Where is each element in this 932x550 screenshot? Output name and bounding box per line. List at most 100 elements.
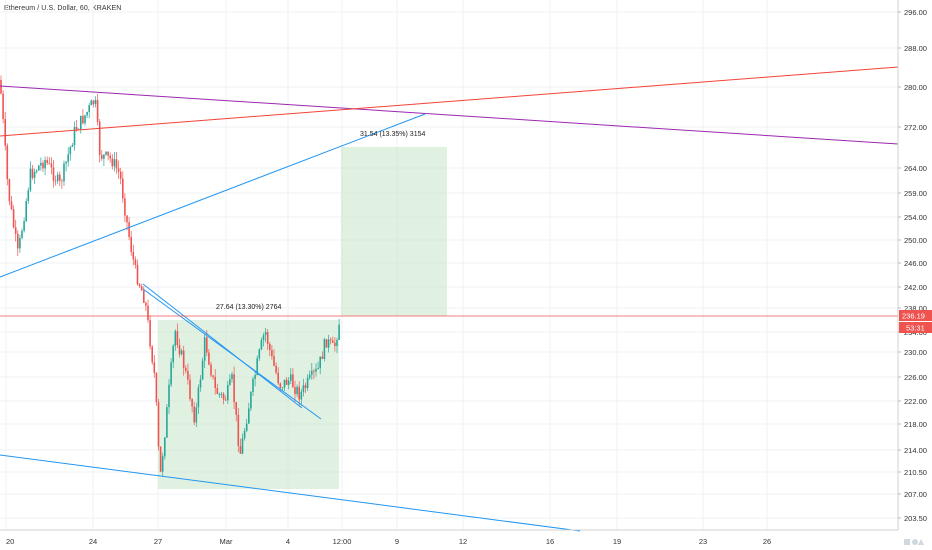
- candle-body: [75, 126, 78, 130]
- candle-body: [185, 367, 187, 371]
- x-tick-label: 20: [6, 537, 14, 546]
- trendline-purple[interactable]: [0, 85, 899, 145]
- candle-body: [212, 375, 214, 377]
- candle-body: [180, 350, 183, 355]
- candle-body: [12, 209, 15, 228]
- candle-body: [248, 408, 250, 424]
- candle-body: [245, 423, 248, 431]
- candle-body: [271, 350, 273, 357]
- time-axis[interactable]: 20 24 27 Mar 4 12:00 9 12 16 19 23 26: [6, 537, 771, 546]
- y-tick-label: 246.00: [904, 259, 927, 268]
- candle-body: [214, 376, 216, 389]
- x-tick-label: 9: [395, 537, 399, 546]
- annotation-upper: 31.54 (13.35%) 3154: [360, 131, 425, 138]
- candle-body: [260, 340, 263, 350]
- candle-body: [321, 356, 324, 360]
- candle-body: [302, 385, 305, 392]
- countdown-tag: [899, 322, 932, 333]
- candle-body: [147, 305, 149, 321]
- candle-body: [52, 167, 55, 181]
- candle-body: [63, 163, 65, 182]
- candle-body: [71, 145, 74, 147]
- candle-body: [29, 168, 32, 191]
- candle-body: [317, 368, 319, 369]
- candle-body: [287, 380, 290, 385]
- candle-body: [172, 345, 174, 363]
- last-price-label: 236.19: [902, 312, 925, 321]
- candle-body: [313, 370, 315, 372]
- position-box-upper[interactable]: [341, 147, 447, 316]
- last-price-tag: [899, 310, 932, 321]
- candle-body: [140, 286, 143, 291]
- candle-body: [8, 179, 11, 202]
- candle-body: [149, 320, 151, 347]
- y-tick-label: 203.50: [904, 514, 927, 523]
- candle-body: [122, 178, 124, 199]
- candle-body: [46, 160, 48, 163]
- candle-body: [50, 163, 53, 168]
- candle-body: [220, 393, 223, 395]
- grid: [0, 0, 898, 530]
- trendline-channel-b[interactable]: [142, 288, 322, 420]
- candle-body: [235, 402, 237, 415]
- y-tick-label: 238.00: [904, 304, 927, 313]
- price-axis[interactable]: 296.00 288.00 280.00 272.00 264.00 259.00 254.…: [898, 8, 927, 523]
- candle-body: [208, 352, 210, 365]
- candle-body: [222, 393, 225, 400]
- candle-body: [279, 383, 282, 389]
- candle-body: [65, 161, 67, 164]
- candle-body: [90, 100, 93, 106]
- x-tick-label: Mar: [220, 537, 233, 546]
- candle-body: [283, 379, 286, 388]
- candle-body: [174, 331, 177, 346]
- candle-body: [229, 379, 231, 386]
- candle-body: [168, 384, 170, 408]
- candle-body: [164, 437, 166, 457]
- trendline-blue-lower[interactable]: [0, 454, 581, 532]
- candle-body: [269, 343, 271, 351]
- candle-body: [319, 356, 321, 369]
- candle-body: [134, 259, 137, 265]
- y-tick-label: 207.00: [904, 490, 927, 499]
- candle-body: [6, 145, 9, 180]
- candle-body: [254, 374, 256, 379]
- candle-body: [275, 365, 277, 373]
- y-tick-label: 230.00: [904, 348, 927, 357]
- candle-body: [67, 154, 69, 162]
- candle-body: [126, 215, 128, 223]
- candle-body: [277, 372, 279, 384]
- trendline-channel-a[interactable]: [142, 283, 303, 409]
- x-tick-label: 16: [546, 537, 554, 546]
- y-tick-label: 259.00: [904, 189, 927, 198]
- candle-body: [69, 146, 72, 155]
- candle-body: [206, 337, 208, 353]
- candle-body: [224, 399, 227, 401]
- candle-body: [33, 171, 36, 178]
- candle-body: [285, 379, 288, 385]
- candle-body: [40, 162, 42, 166]
- candle-body: [98, 121, 101, 156]
- y-tick-label: 214.00: [904, 446, 927, 455]
- tradingview-logo-icon: [904, 539, 924, 545]
- trendline-red[interactable]: [0, 66, 899, 137]
- candle-body: [193, 406, 195, 423]
- candle-body: [187, 370, 189, 380]
- trendline-blue-upper[interactable]: [0, 113, 426, 278]
- y-tick-label: 242.00: [904, 283, 927, 292]
- candle-body: [86, 111, 88, 116]
- candle-body: [128, 222, 130, 238]
- candle-body: [199, 379, 202, 388]
- annotation-lower: 27.64 (13.30%) 2764: [216, 304, 281, 311]
- candle-body: [10, 201, 13, 210]
- candle-body: [252, 378, 254, 392]
- x-tick-label: 24: [89, 537, 97, 546]
- candle-body: [42, 162, 44, 169]
- candle-body: [117, 168, 120, 172]
- candle-body: [227, 385, 229, 401]
- candle-body: [27, 190, 30, 201]
- candle-body: [176, 331, 179, 346]
- candle-body: [155, 373, 158, 403]
- y-tick-label: 288.00: [904, 44, 927, 53]
- candle-body: [258, 349, 261, 359]
